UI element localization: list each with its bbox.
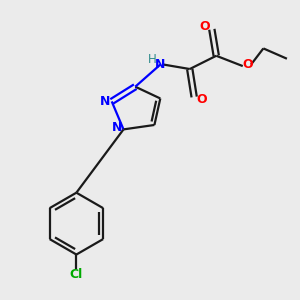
Text: H: H [148, 53, 156, 66]
Text: Cl: Cl [70, 268, 83, 281]
Text: N: N [100, 95, 110, 108]
Text: O: O [196, 93, 207, 106]
Text: O: O [199, 20, 210, 33]
Text: N: N [155, 58, 166, 71]
Text: N: N [112, 122, 122, 134]
Text: O: O [243, 58, 254, 71]
